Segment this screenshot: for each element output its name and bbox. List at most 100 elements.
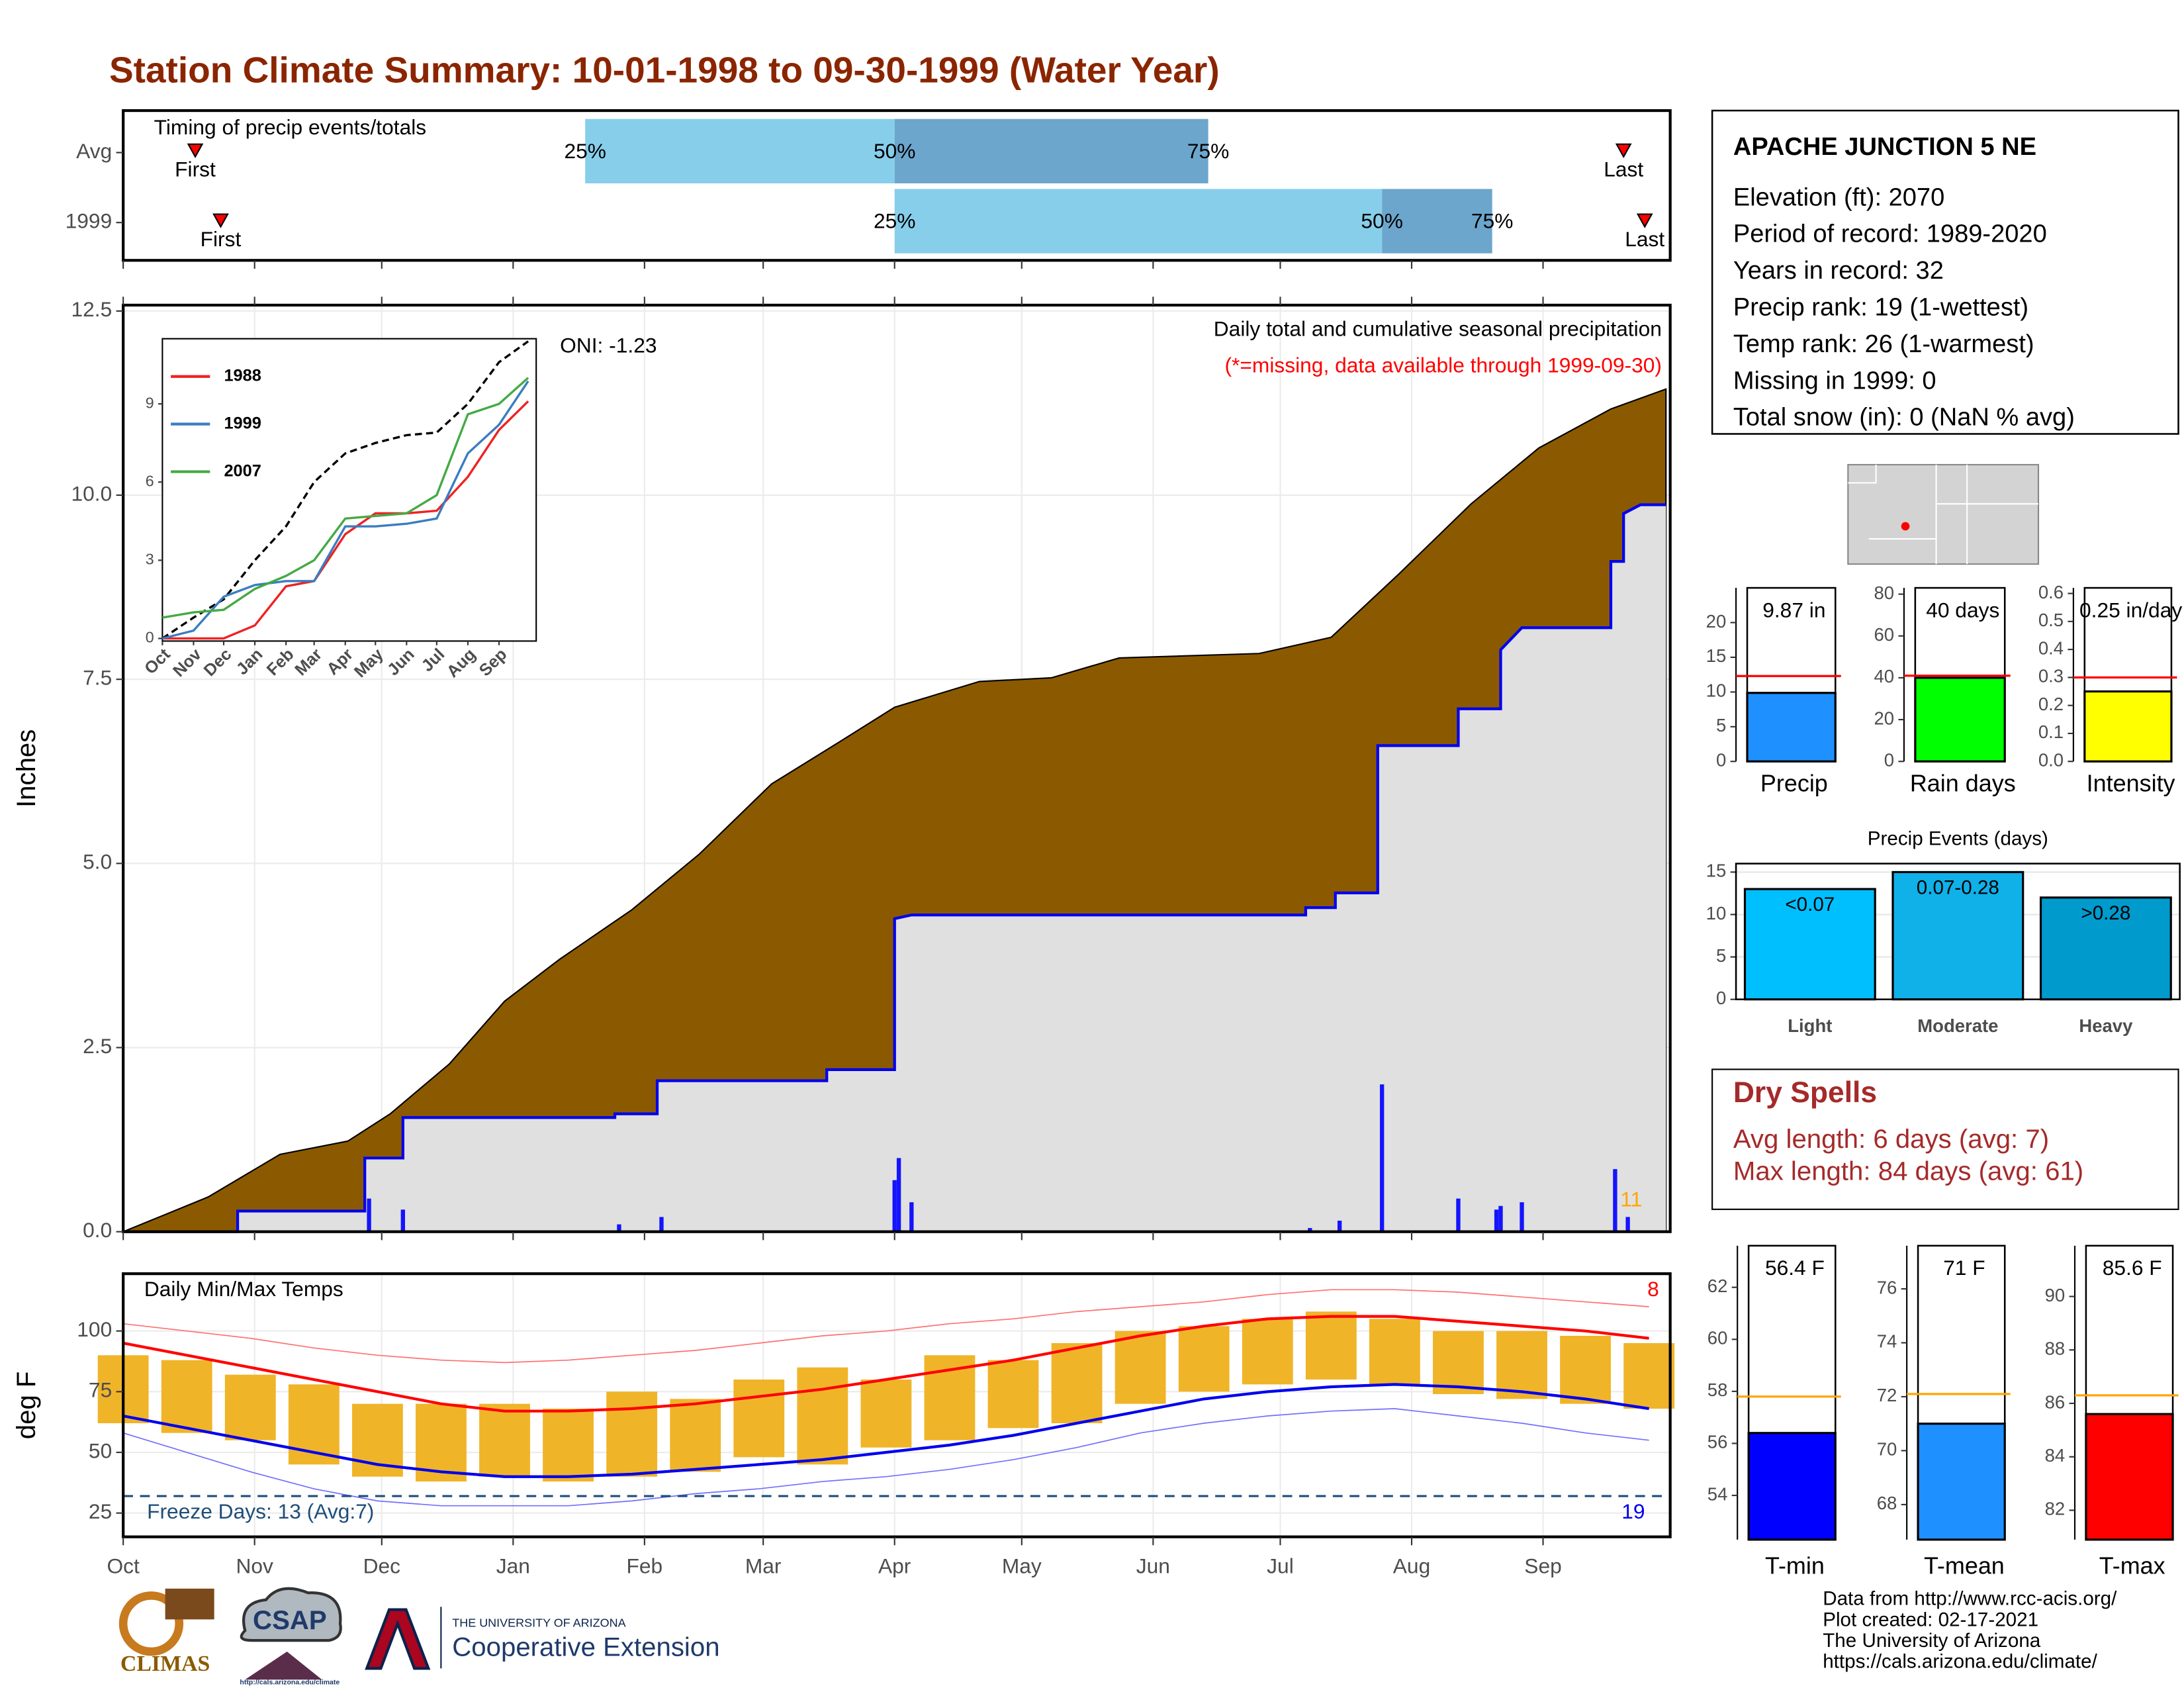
daily-bar bbox=[367, 1198, 371, 1232]
daily-bar bbox=[659, 1217, 664, 1232]
row-label: Avg bbox=[76, 139, 112, 163]
avg-max-line bbox=[122, 1315, 1649, 1413]
value-label: 9.87 in bbox=[1762, 598, 1825, 622]
bar bbox=[1747, 1432, 1837, 1541]
event-marker bbox=[1636, 213, 1653, 228]
csap-mountain bbox=[245, 1652, 322, 1680]
daily-bar bbox=[896, 1158, 901, 1232]
temp-bar bbox=[733, 1380, 785, 1458]
series-line bbox=[162, 377, 529, 619]
legend-label: 1988 bbox=[224, 366, 261, 385]
x-tick-label: Light bbox=[1788, 1015, 1832, 1036]
daily-bar bbox=[1625, 1217, 1630, 1232]
csap-url: http://cals.arizona.edu/climate bbox=[240, 1678, 340, 1686]
value-label: 56.4 F bbox=[1765, 1256, 1825, 1280]
y-tick-label: 70 bbox=[1877, 1439, 1897, 1460]
y-tick-label: 0.2 bbox=[2038, 694, 2064, 714]
x-tick-label: Sep bbox=[1524, 1554, 1561, 1578]
quartile-bar bbox=[1382, 189, 1492, 254]
station-line: Period of record: 1989-2020 bbox=[1733, 220, 2047, 248]
csap-logo: CSAP bbox=[253, 1605, 327, 1635]
value-label: 71 F bbox=[1943, 1256, 1985, 1280]
legend-label: 2007 bbox=[224, 461, 261, 480]
y-tick-label: 0.0 bbox=[83, 1218, 112, 1242]
station-location bbox=[1901, 522, 1910, 531]
quartile-bar bbox=[894, 118, 1208, 183]
bar-label: 0.07-0.28 bbox=[1917, 877, 1999, 899]
x-tick-label: Jul bbox=[1267, 1554, 1294, 1578]
map-area bbox=[1847, 463, 2040, 565]
x-tick-label: Aug bbox=[1393, 1554, 1430, 1578]
station-line: Precip rank: 19 (1-wettest) bbox=[1733, 293, 2028, 321]
y-tick-label: 0 bbox=[146, 629, 154, 646]
series-line bbox=[161, 380, 529, 640]
y-tick-label: 6 bbox=[146, 472, 154, 489]
x-tick-label: Jan bbox=[496, 1554, 530, 1578]
dry-spells-frame bbox=[1711, 1068, 2179, 1210]
climas-mark bbox=[118, 1591, 184, 1656]
bar-label: <0.07 bbox=[1785, 894, 1835, 915]
y-tick-label: 10 bbox=[1706, 903, 1727, 923]
temp-bar bbox=[1115, 1331, 1166, 1404]
y-tick-label: 0 bbox=[1716, 750, 1726, 771]
inset-background bbox=[161, 338, 537, 642]
freeze-label: Freeze Days: 13 (Avg:7) bbox=[147, 1499, 374, 1523]
y-tick-label: 84 bbox=[2045, 1445, 2066, 1466]
y-tick-label: 12.5 bbox=[71, 297, 112, 321]
legend-label: 1999 bbox=[224, 414, 261, 432]
quartile-bar bbox=[585, 118, 895, 183]
event-label: Last bbox=[1625, 227, 1664, 251]
row-label: 1999 bbox=[66, 209, 113, 233]
event-label: Last bbox=[1604, 157, 1643, 181]
event-marker bbox=[187, 143, 204, 158]
temp-bar bbox=[161, 1360, 212, 1433]
station-box: APACHE JUNCTION 5 NE bbox=[1711, 109, 2179, 435]
y-tick-label: 60 bbox=[1874, 624, 1895, 645]
y-tick-label: 86 bbox=[2045, 1391, 2066, 1412]
daily-bar bbox=[617, 1224, 621, 1232]
y-tick-label: 7.5 bbox=[83, 666, 112, 690]
station-line: Years in record: 32 bbox=[1733, 257, 1944, 285]
chart-subtitle: (*=missing, data available through 1999-… bbox=[1224, 353, 1661, 377]
category-label: T-min bbox=[1765, 1552, 1825, 1579]
y-tick-label: 20 bbox=[1874, 708, 1895, 728]
extension-name: Cooperative Extension bbox=[452, 1632, 719, 1662]
daily-bar bbox=[1520, 1202, 1524, 1232]
ua-logo bbox=[365, 1608, 431, 1670]
y-tick-label: 56 bbox=[1707, 1432, 1728, 1452]
university-name: THE UNIVERSITY OF ARIZONA bbox=[452, 1616, 625, 1629]
value-label: 40 days bbox=[1926, 598, 1999, 622]
temp-bar bbox=[606, 1391, 658, 1477]
category-label: Rain days bbox=[1910, 770, 2016, 797]
footer-line: The University of Arizona bbox=[1823, 1630, 2041, 1652]
temp-bar bbox=[987, 1360, 1039, 1429]
y-tick-label: 62 bbox=[1707, 1276, 1728, 1296]
daily-bar bbox=[892, 1180, 897, 1232]
y-tick-label: 90 bbox=[2045, 1285, 2066, 1305]
y-tick-label: 10.0 bbox=[71, 481, 112, 505]
y-tick-label: 80 bbox=[1874, 583, 1895, 603]
y-tick-label: 88 bbox=[2045, 1338, 2066, 1359]
high-count: 8 bbox=[1647, 1277, 1659, 1301]
temp-bar bbox=[1560, 1336, 1611, 1404]
value-label: 85.6 F bbox=[2103, 1256, 2162, 1280]
daily-bar bbox=[1337, 1221, 1342, 1232]
category-label: T-mean bbox=[1924, 1552, 2005, 1579]
locator-map bbox=[1847, 463, 2040, 565]
y-tick-label: 5.0 bbox=[83, 850, 112, 874]
daily-bar bbox=[1613, 1169, 1617, 1232]
temp-bar bbox=[1369, 1319, 1420, 1385]
footer-line: Plot created: 02-17-2021 bbox=[1823, 1609, 2038, 1630]
y-tick-label: 15 bbox=[1706, 645, 1727, 666]
temp-bar bbox=[1242, 1319, 1293, 1385]
temp-bar bbox=[1051, 1343, 1103, 1424]
daily-bar bbox=[1380, 1084, 1385, 1232]
plot-frame bbox=[122, 1272, 1672, 1538]
x-tick-label: May bbox=[1002, 1554, 1042, 1578]
temp-bar bbox=[1433, 1331, 1484, 1395]
category-label: Precip bbox=[1760, 770, 1828, 797]
x-tick-label: Feb bbox=[627, 1554, 663, 1578]
x-tick-label: Jun bbox=[1136, 1554, 1170, 1578]
footer-line: Data from http://www.rcc-acis.org/ bbox=[1823, 1588, 2117, 1610]
